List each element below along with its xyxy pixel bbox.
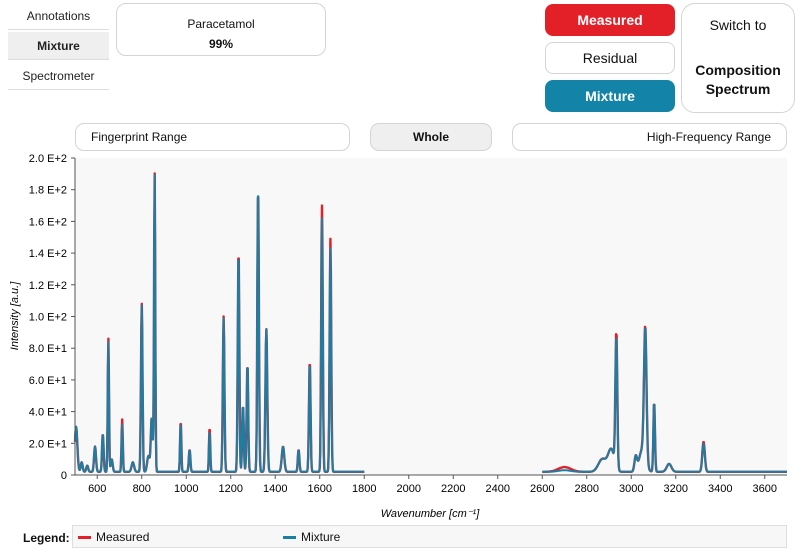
whole-range-button[interactable]: Whole	[370, 123, 492, 151]
x-tick-label: 2000	[397, 483, 421, 495]
x-tick-label: 2200	[441, 483, 465, 495]
y-tick-label: 1.4 E+2	[29, 248, 67, 260]
mixture-toggle-button[interactable]: Mixture	[545, 80, 675, 112]
x-tick-label: 3400	[708, 483, 732, 495]
y-tick-label: 1.2 E+2	[29, 280, 67, 292]
x-tick-label: 1600	[308, 483, 332, 495]
tab-mixture[interactable]: Mixture	[8, 32, 109, 60]
fingerprint-range-button[interactable]: Fingerprint Range	[75, 123, 350, 151]
x-tick-label: 1200	[219, 483, 243, 495]
legend-title: Legend:	[23, 531, 70, 545]
legend-item-measured[interactable]: Measured	[78, 530, 149, 544]
series-line-mixture	[541, 327, 788, 473]
switch-button-line1: Switch to	[709, 17, 767, 33]
component-percent: 99%	[208, 37, 234, 51]
mixture-swatch	[283, 535, 296, 539]
x-tick-label: 3000	[619, 483, 643, 495]
measured-toggle-button[interactable]: Measured	[545, 4, 675, 36]
measured-swatch	[78, 535, 91, 539]
legend-label-mixture: Mixture	[301, 530, 341, 544]
legend-item-mixture[interactable]: Mixture	[283, 530, 340, 544]
tab-spectrometer[interactable]: Spectrometer	[8, 62, 109, 90]
x-axis-label: Wavenumber [cm⁻¹]	[381, 508, 480, 520]
x-tick-label: 800	[133, 483, 151, 495]
component-name: Paracetamol	[187, 17, 255, 31]
x-tick-label: 600	[88, 483, 106, 495]
y-tick-label: 4.0 E+1	[29, 407, 67, 419]
x-tick-label: 2800	[575, 483, 599, 495]
y-tick-label: 8.0 E+1	[29, 343, 67, 355]
x-tick-label: 1800	[352, 483, 376, 495]
series-line-mixture	[74, 173, 365, 473]
switch-button-line2: Composition Spectrum	[695, 62, 781, 97]
x-tick-label: 3200	[664, 483, 688, 495]
legend-label-measured: Measured	[96, 530, 150, 544]
residual-toggle-button[interactable]: Residual	[545, 42, 675, 74]
y-axis-label: Intensity [a.u.]	[9, 281, 21, 350]
x-tick-label: 1400	[263, 483, 287, 495]
tab-annotations[interactable]: Annotations	[8, 2, 109, 30]
switch-to-composition-button[interactable]: Switch to Composition Spectrum	[681, 3, 795, 113]
legend: Measured Mixture	[72, 525, 787, 548]
plot-area	[75, 158, 787, 475]
y-tick-label: 1.6 E+2	[29, 216, 67, 228]
high-frequency-range-button[interactable]: High-Frequency Range	[512, 123, 787, 151]
y-tick-label: 1.8 E+2	[29, 185, 67, 197]
y-tick-label: 2.0 E+2	[29, 153, 67, 165]
y-tick-label: 2.0 E+1	[29, 438, 67, 450]
y-tick-label: 0	[61, 470, 67, 482]
y-tick-label: 1.0 E+2	[29, 312, 67, 324]
x-tick-label: 2600	[530, 483, 554, 495]
x-tick-label: 2400	[486, 483, 510, 495]
spectrum-chart[interactable]: 0 2.0 E+1 4.0 E+1 6.0 E+1 8.0 E+1 1.0 E+2 1.2 …	[0, 150, 800, 525]
component-card: Paracetamol 99%	[116, 3, 326, 56]
x-tick-label: 3600	[753, 483, 777, 495]
x-tick-label: 1000	[174, 483, 198, 495]
y-tick-label: 6.0 E+1	[29, 375, 67, 387]
